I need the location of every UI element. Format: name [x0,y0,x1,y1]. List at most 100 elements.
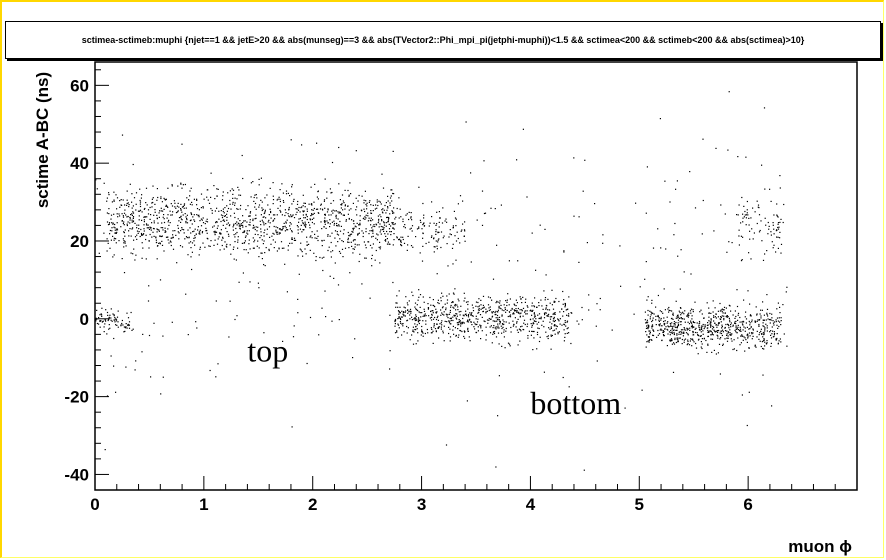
data-point [695,327,697,329]
data-point [520,326,522,328]
data-point [438,326,440,328]
data-point [330,214,332,216]
data-point [105,320,107,322]
data-point [386,238,388,240]
data-point [112,313,114,315]
data-point [254,218,256,220]
data-point [480,299,482,301]
data-point [416,328,418,330]
data-point [293,239,295,241]
data-point [668,326,670,328]
data-point [298,206,300,209]
data-point [583,469,585,471]
data-point [168,242,170,244]
data-point [176,205,178,207]
data-point [453,314,455,316]
data-point [415,236,417,238]
data-point [491,315,494,317]
data-point [758,231,761,233]
data-point [121,319,123,322]
data-point [515,310,517,312]
data-point [780,243,783,245]
data-point [111,201,113,203]
data-point [663,288,665,290]
data-point [183,229,185,231]
data-point [362,235,364,238]
data-point [645,322,647,324]
data-point [717,310,719,312]
data-point [302,194,304,196]
data-point [134,259,136,261]
data-point [329,223,331,225]
data-point [717,324,719,326]
data-point [138,228,140,230]
data-point [657,228,659,230]
data-point [663,335,665,337]
data-point [485,326,487,328]
data-point [124,240,126,243]
data-point [101,307,103,309]
data-point [148,228,151,230]
x-tick-label: 4 [526,495,536,514]
data-point [424,332,426,335]
data-point [712,334,714,336]
data-point [711,332,713,334]
data-point [143,219,145,221]
data-point [254,228,256,231]
data-point [679,337,681,339]
data-point [166,236,169,238]
data-point [492,331,495,333]
data-point [299,211,301,213]
data-point [509,298,511,300]
data-point [713,315,715,317]
data-point [528,330,530,332]
x-tick-label: 6 [743,495,752,514]
data-point [526,196,528,198]
data-point [500,308,502,310]
y-tick-label: 60 [70,76,89,95]
data-point [467,316,470,318]
data-point [495,310,497,312]
data-point [449,336,452,338]
data-point [506,304,508,307]
data-point [653,330,655,332]
data-point [297,200,299,203]
data-point [677,324,680,326]
data-point [146,216,148,218]
data-point [671,343,673,345]
data-point [131,207,133,209]
data-point [649,338,651,341]
data-point [222,215,224,217]
data-point [422,202,424,205]
data-point [694,322,696,324]
data-point [586,242,588,244]
data-point [269,208,271,210]
data-point [432,318,435,320]
data-point [352,202,354,204]
data-point [503,323,505,325]
data-point [332,209,334,211]
data-point [414,328,416,331]
data-point [680,321,682,323]
data-point [98,252,100,254]
data-point [396,295,398,297]
data-point [106,311,109,314]
data-point [248,243,250,245]
data-point [729,329,731,331]
data-point [763,348,765,350]
data-point [165,204,167,206]
data-point [242,222,244,224]
data-point [391,222,393,224]
data-point [507,315,509,318]
data-point [243,249,245,251]
data-point [440,322,442,324]
data-point [279,232,281,234]
data-point [316,237,318,239]
data-point [411,219,413,221]
data-point [242,272,244,274]
data-point [117,216,119,218]
data-point [395,216,397,218]
data-point [433,326,435,328]
data-point [255,226,257,228]
data-point [726,333,728,335]
